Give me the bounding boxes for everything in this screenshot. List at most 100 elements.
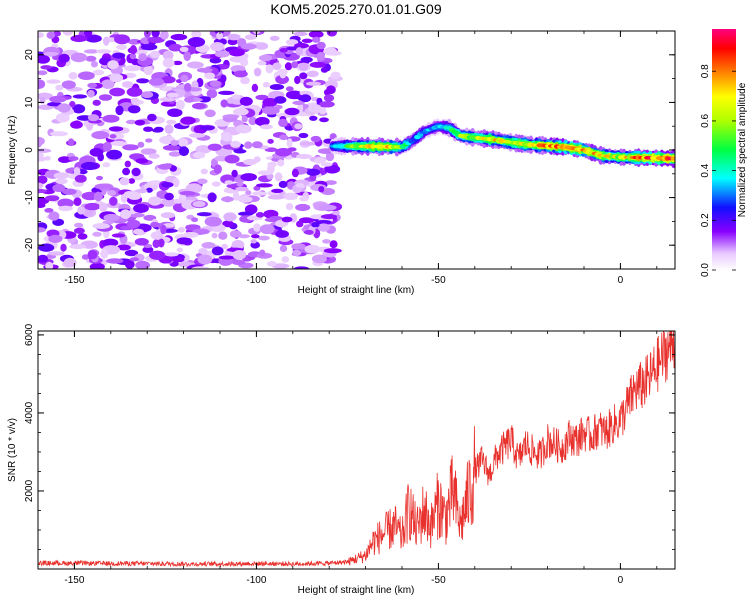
noise-blob (183, 51, 191, 62)
noise-blob (244, 34, 257, 40)
noise-blob (299, 90, 312, 96)
noise-blob (105, 258, 124, 264)
noise-blob (310, 135, 321, 143)
noise-blob (92, 231, 102, 237)
noise-blob (70, 52, 88, 63)
noise-blob (299, 72, 308, 80)
noise-blob (214, 50, 230, 58)
noise-blob (284, 107, 300, 116)
noise-blob (115, 105, 124, 116)
noise-blob (324, 164, 341, 174)
noise-blob (211, 181, 221, 187)
noise-blob (232, 108, 249, 116)
noise-blob (322, 239, 331, 244)
noise-blob (191, 31, 202, 39)
noise-blob (299, 196, 308, 202)
noise-blob (161, 76, 176, 84)
noise-blob (141, 91, 154, 99)
noise-blob (256, 183, 273, 188)
noise-blob (58, 205, 73, 212)
noise-blob (209, 57, 222, 64)
noise-blob (295, 183, 305, 188)
noise-blob (164, 192, 174, 201)
noise-blob (170, 33, 188, 41)
noise-blob (320, 162, 333, 167)
noise-blob (168, 151, 181, 157)
noise-blob (38, 254, 48, 263)
y-tick-label: 10 (24, 96, 35, 108)
noise-blob (240, 57, 249, 67)
noise-blob (131, 167, 141, 177)
noise-blob (204, 216, 222, 227)
x-tick-label: -150 (64, 575, 84, 586)
noise-blob (222, 220, 234, 228)
snr-series-line (38, 331, 675, 568)
noise-blob (285, 203, 294, 211)
noise-blob (329, 240, 338, 249)
noise-blob (236, 181, 244, 187)
noise-blob (107, 190, 117, 196)
noise-blob (211, 232, 218, 239)
noise-blob (257, 170, 274, 175)
noise-blob (293, 266, 310, 269)
spectrogram-y-ticks: -20 -10 0 10 20 (24, 30, 675, 270)
noise-blob (45, 261, 54, 269)
noise-blob (235, 186, 249, 192)
noise-blob (87, 89, 95, 98)
noise-blob (176, 79, 182, 84)
noise-blob (301, 38, 313, 43)
y-tick-label: 6000 (24, 323, 35, 346)
noise-blob (109, 73, 124, 83)
noise-blob (142, 246, 154, 253)
x-tick-label: 0 (618, 575, 624, 586)
noise-blob (73, 197, 82, 206)
noise-blob (72, 94, 88, 99)
noise-blob (61, 80, 76, 89)
noise-blob (231, 239, 245, 250)
spectrogram-x-label: Height of straight line (km) (298, 285, 415, 296)
noise-blob (198, 248, 208, 255)
noise-blob (126, 219, 141, 229)
noise-blob (172, 178, 180, 188)
noise-blob (138, 53, 148, 61)
noise-blob (159, 97, 176, 102)
noise-blob (44, 208, 54, 213)
noise-blob (229, 230, 242, 238)
noise-blob (140, 43, 158, 51)
noise-blob (279, 244, 288, 253)
noise-blob (158, 163, 172, 170)
noise-blob (279, 134, 289, 141)
noise-blob (172, 256, 185, 263)
noise-blob (306, 168, 321, 176)
noise-blob (83, 49, 99, 54)
noise-blob (253, 67, 262, 77)
noise-blob (91, 131, 110, 140)
noise-blob (216, 32, 224, 40)
colorbar-gradient (712, 29, 736, 270)
noise-blob (221, 31, 231, 37)
noise-blob (143, 214, 157, 221)
noise-blob (114, 34, 130, 45)
noise-blob (286, 138, 293, 148)
noise-blob (81, 254, 90, 260)
noise-blob (38, 156, 47, 162)
noise-blob (291, 61, 299, 69)
noise-blob (204, 109, 216, 118)
noise-blob (298, 62, 309, 71)
noise-blob (311, 222, 320, 228)
noise-blob (196, 67, 213, 73)
noise-blob (243, 158, 258, 166)
noise-blob (84, 31, 93, 38)
noise-blob (148, 153, 160, 159)
noise-blob (253, 223, 261, 232)
noise-blob (40, 65, 53, 70)
noise-blob (48, 251, 65, 256)
noise-blob (38, 182, 44, 189)
noise-blob (52, 183, 66, 193)
noise-blob (255, 42, 269, 50)
noise-blob (137, 141, 145, 148)
snr-frame (37, 330, 676, 570)
noise-blob (264, 147, 278, 152)
noise-blob (121, 81, 134, 88)
